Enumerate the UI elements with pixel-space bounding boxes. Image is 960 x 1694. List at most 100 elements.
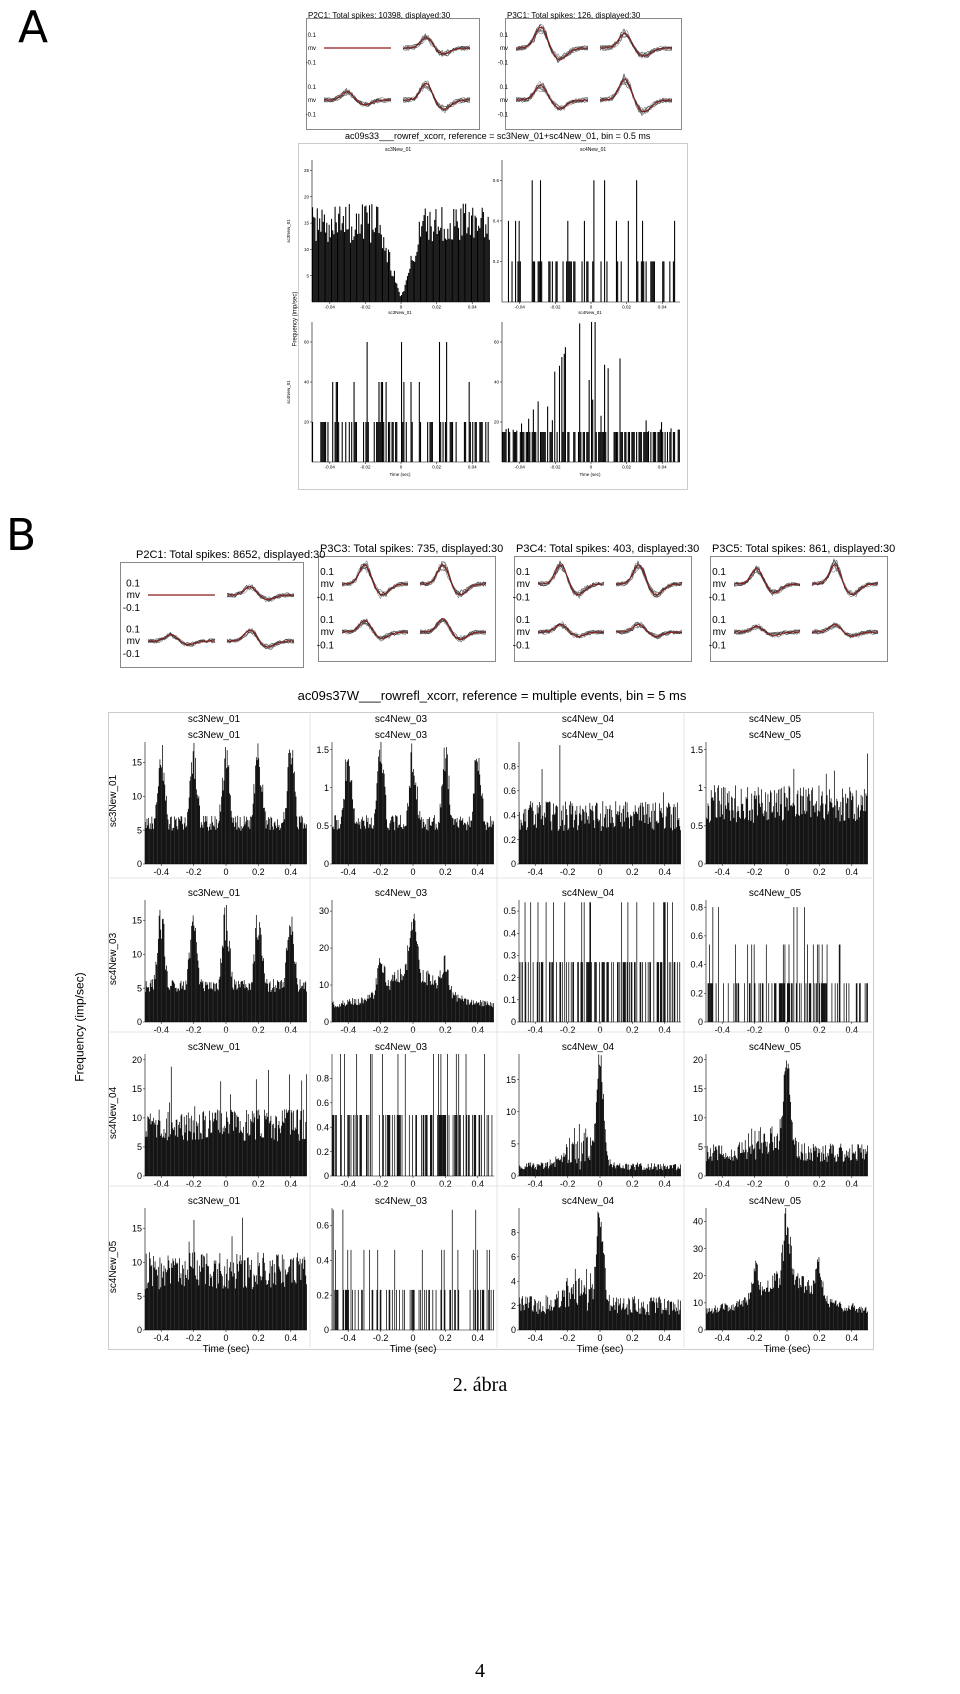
panel-b-cell-6-xtick-label-4: 0.4 <box>659 1025 672 1035</box>
panel-b-cell-13-ytick-label-0: 0 <box>324 1325 329 1335</box>
panel-b-cell-14-xtick-label-0: -0.4 <box>527 1333 543 1343</box>
panel-b-cell-12-xtick-label-4: 0.4 <box>285 1333 298 1343</box>
waveform-a1-mean-11 <box>403 82 470 110</box>
waveform-b2-trace-11-3 <box>419 619 487 641</box>
waveform-b1-mean-10 <box>148 633 215 646</box>
waveform-a2-axis-bot-2: -0.1 <box>498 112 509 118</box>
waveform-b1-axis-bot-2: -0.1 <box>123 649 141 660</box>
waveform-b3-trace-10-7 <box>537 624 605 638</box>
panel-b-cell-14-xtick-label-4: 0.4 <box>659 1333 672 1343</box>
panel-b-cell-13-xtick-label-1: -0.2 <box>373 1333 389 1343</box>
panel-b-cell-title-4: sc3New_01 <box>188 888 241 899</box>
waveform-b3-trace-01-9 <box>615 565 683 596</box>
panel-b-cell-5-ytick-label-0: 0 <box>324 1017 329 1027</box>
panel-b-cell-10-ytick-label-2: 10 <box>506 1107 516 1117</box>
panel-b-cell-1-xtick-label-2: 0 <box>410 867 415 877</box>
waveform-a2-trace-00-5 <box>515 23 589 63</box>
waveform-b3-axis-top-2: 0.1 <box>516 615 530 626</box>
panel-b-cell-10-ytick-label-1: 5 <box>511 1139 516 1149</box>
waveform-title-a2: P3C1: Total spikes: 126, displayed:30 <box>507 11 641 20</box>
waveform-a1-mean-01 <box>403 36 470 55</box>
waveform-b4-trace-10-8 <box>733 623 801 637</box>
waveform-a2-axis-mv-1: mv <box>500 46 508 52</box>
waveform-box-a2 <box>505 18 682 130</box>
waveform-b1-axis-top-2: 0.1 <box>126 625 140 636</box>
panel-a-col-label-2: sc4New_01 <box>580 147 607 153</box>
panel-b-row-label-1: sc4New_03 <box>108 932 119 985</box>
panel-b-cell-7-xtick-label-2: 0 <box>784 1025 789 1035</box>
figure-caption: 2. ábra <box>452 1374 508 1396</box>
panel-b-cell-8-xtick-label-1: -0.2 <box>186 1179 202 1189</box>
panel-b-cell-title-13: sc4New_03 <box>375 1196 428 1207</box>
panel-b-cell-0-xtick-label-4: 0.4 <box>285 867 298 877</box>
waveform-a2-mean-11 <box>600 78 672 113</box>
panel-a-cell-1-xtick-label-3: 0.02 <box>622 305 631 310</box>
waveform-b4-trace-01-2 <box>811 562 879 598</box>
panel-b-cell-6-ytick-label-5: 0.5 <box>503 906 516 916</box>
waveform-b3-axis-mv-1: mv <box>517 579 530 590</box>
panel-b-cell-title-3: sc4New_05 <box>749 730 802 741</box>
waveform-a1-axis-mv-2: mv <box>308 98 316 104</box>
panel-a-cell-0-xtick-label-2: 0 <box>400 305 403 310</box>
waveform-box-b4 <box>710 556 888 662</box>
waveform-a2-trace-00-2 <box>515 24 589 63</box>
waveform-b1-axis-top-1: 0.1 <box>126 579 140 590</box>
panel-b-cell-10-bars <box>519 1054 681 1176</box>
waveform-a1-axis-top-1: 0.1 <box>308 33 317 39</box>
panel-b-cell-1-ytick-label-3: 1.5 <box>316 745 329 755</box>
panel-b-cell-11-bars <box>706 1060 868 1176</box>
panel-b-cell-8-xtick-label-3: 0.2 <box>252 1179 265 1189</box>
panel-b-cell-13-ytick-label-1: 0.2 <box>316 1290 329 1300</box>
waveform-b1-trace-11-8 <box>226 631 295 647</box>
panel-b-cell-14-ytick-label-2: 4 <box>511 1276 516 1286</box>
waveform-b2-trace-01-3 <box>419 568 487 595</box>
panel-b-cell-12-xtick-label-2: 0 <box>223 1333 228 1343</box>
waveform-b2-trace-00-6 <box>341 562 409 598</box>
panel-b-cell-11-xtick-label-2: 0 <box>784 1179 789 1189</box>
panel-b-cell-15-bars <box>706 1208 868 1330</box>
panel-b-cell-7-ytick-label-4: 0.8 <box>690 902 703 912</box>
waveform-title-b3: P3C4: Total spikes: 403, displayed:30 <box>516 543 700 555</box>
panel-b-cell-title-0: sc3New_01 <box>188 730 241 741</box>
waveform-a2-trace-00-1 <box>515 28 589 60</box>
panel-b-cell-15-ytick-label-4: 40 <box>693 1217 703 1227</box>
waveform-a2-mean-01 <box>600 32 672 57</box>
panel-b-cell-title-9: sc4New_03 <box>375 1042 428 1053</box>
panel-b-cell-2-xtick-label-4: 0.4 <box>659 867 672 877</box>
page-number: 4 <box>475 1660 485 1682</box>
waveform-b4-trace-00-9 <box>733 566 801 593</box>
panel-b-cell-13-xtick-label-3: 0.2 <box>439 1333 452 1343</box>
panel-b-cell-5-ytick-label-2: 20 <box>319 943 329 953</box>
waveform-b2-trace-01-7 <box>419 565 487 595</box>
panel-a-cell-2-xtick-label-2: 0 <box>400 465 403 470</box>
panel-b-cell-3-bars <box>706 753 868 864</box>
panel-b-cell-4-ytick-label-1: 5 <box>137 983 142 993</box>
panel-a-cell-0-ytick-label-0: 5 <box>306 273 309 278</box>
waveform-a2-trace-10-5 <box>515 82 589 109</box>
waveform-a2-mean-00 <box>516 26 588 61</box>
panel-a-cell-3-ytick-label-2: 60 <box>494 340 500 345</box>
waveform-b2-trace-01-9 <box>419 564 487 596</box>
panel-b-cell-5-ytick-label-3: 30 <box>319 906 329 916</box>
panel-b-cell-4-xtick-label-3: 0.2 <box>252 1025 265 1035</box>
waveform-a2-trace-01-2 <box>599 28 673 59</box>
waveform-b3-trace-10-9 <box>537 623 605 639</box>
waveform-a2-trace-10-7 <box>515 84 589 109</box>
panel-b-cell-9-ytick-label-2: 0.4 <box>316 1122 329 1132</box>
panel-b-cell-2-xtick-label-2: 0 <box>597 867 602 877</box>
panel-b-cell-10-xtick-label-2: 0 <box>597 1179 602 1189</box>
panel-b-cell-12-ytick-label-1: 5 <box>137 1291 142 1301</box>
panel-b-cell-11-ytick-label-2: 10 <box>693 1113 703 1123</box>
waveform-b1-axis-mv-1: mv <box>127 590 140 601</box>
waveform-a1-trace-11-5 <box>402 82 471 111</box>
panel-b-cell-11-ytick-label-0: 0 <box>698 1171 703 1181</box>
waveform-b2-axis-mv-2: mv <box>321 627 334 638</box>
waveform-a2-axis-top-1: 0.1 <box>500 33 509 39</box>
waveform-b3-trace-00-2 <box>537 562 605 596</box>
panel-b-cell-4-xtick-label-1: -0.2 <box>186 1025 202 1035</box>
panel-b-cell-title-14: sc4New_04 <box>562 1196 615 1207</box>
panel-b-cell-6-xtick-label-0: -0.4 <box>527 1025 543 1035</box>
panel-b-cell-4-bars <box>145 905 307 1022</box>
waveform-a2-axis-mv-2: mv <box>500 98 508 104</box>
panel-b-cell-2-ytick-label-3: 0.6 <box>503 786 516 796</box>
